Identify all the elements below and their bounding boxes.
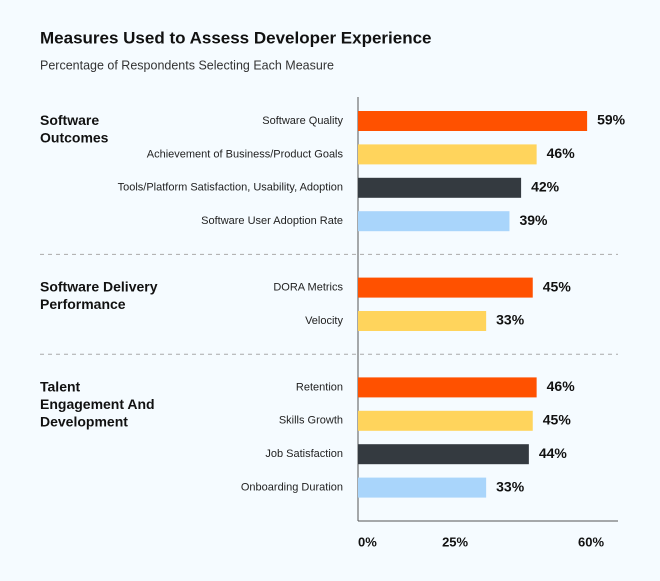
chart-subtitle: Percentage of Respondents Selecting Each… — [40, 58, 334, 72]
group-label: Software Delivery Performance — [40, 278, 158, 312]
bar — [358, 410, 533, 431]
value-label: 46% — [547, 378, 576, 394]
value-label: 39% — [519, 212, 548, 228]
value-label: 45% — [543, 278, 572, 294]
value-label: 42% — [531, 179, 560, 195]
value-label: 59% — [597, 112, 626, 128]
group-label: Software Outcomes — [40, 112, 109, 146]
category-label: Retention — [296, 381, 343, 393]
category-label: Software Quality — [262, 115, 343, 127]
value-label: 44% — [539, 445, 568, 461]
bar — [358, 477, 487, 498]
value-label: 45% — [543, 412, 572, 428]
bar — [358, 177, 522, 198]
group-label: Talent Engagement And Development — [40, 378, 155, 429]
x-tick-label: 60% — [578, 534, 604, 549]
category-label: Velocity — [305, 315, 343, 327]
category-label: Skills Growth — [279, 415, 343, 427]
category-label: Software User Adoption Rate — [201, 215, 343, 227]
bar — [358, 144, 537, 165]
bar — [358, 277, 533, 298]
category-label: Job Satisfaction — [265, 448, 343, 460]
x-tick-label: 25% — [442, 534, 468, 549]
bar — [358, 377, 537, 398]
x-tick-label: 0% — [358, 534, 377, 549]
bar — [358, 111, 588, 131]
category-label: Tools/Platform Satisfaction, Usability, … — [118, 182, 343, 194]
bar — [358, 211, 510, 232]
bar — [358, 311, 487, 331]
category-label: DORA Metrics — [273, 282, 343, 294]
value-label: 33% — [496, 478, 525, 494]
category-label: Achievement of Business/Product Goals — [147, 148, 344, 160]
value-label: 33% — [496, 312, 525, 328]
bar — [358, 444, 529, 465]
value-label: 46% — [547, 145, 576, 161]
chart-title: Measures Used to Assess Developer Experi… — [40, 28, 432, 47]
category-label: Onboarding Duration — [241, 482, 343, 494]
